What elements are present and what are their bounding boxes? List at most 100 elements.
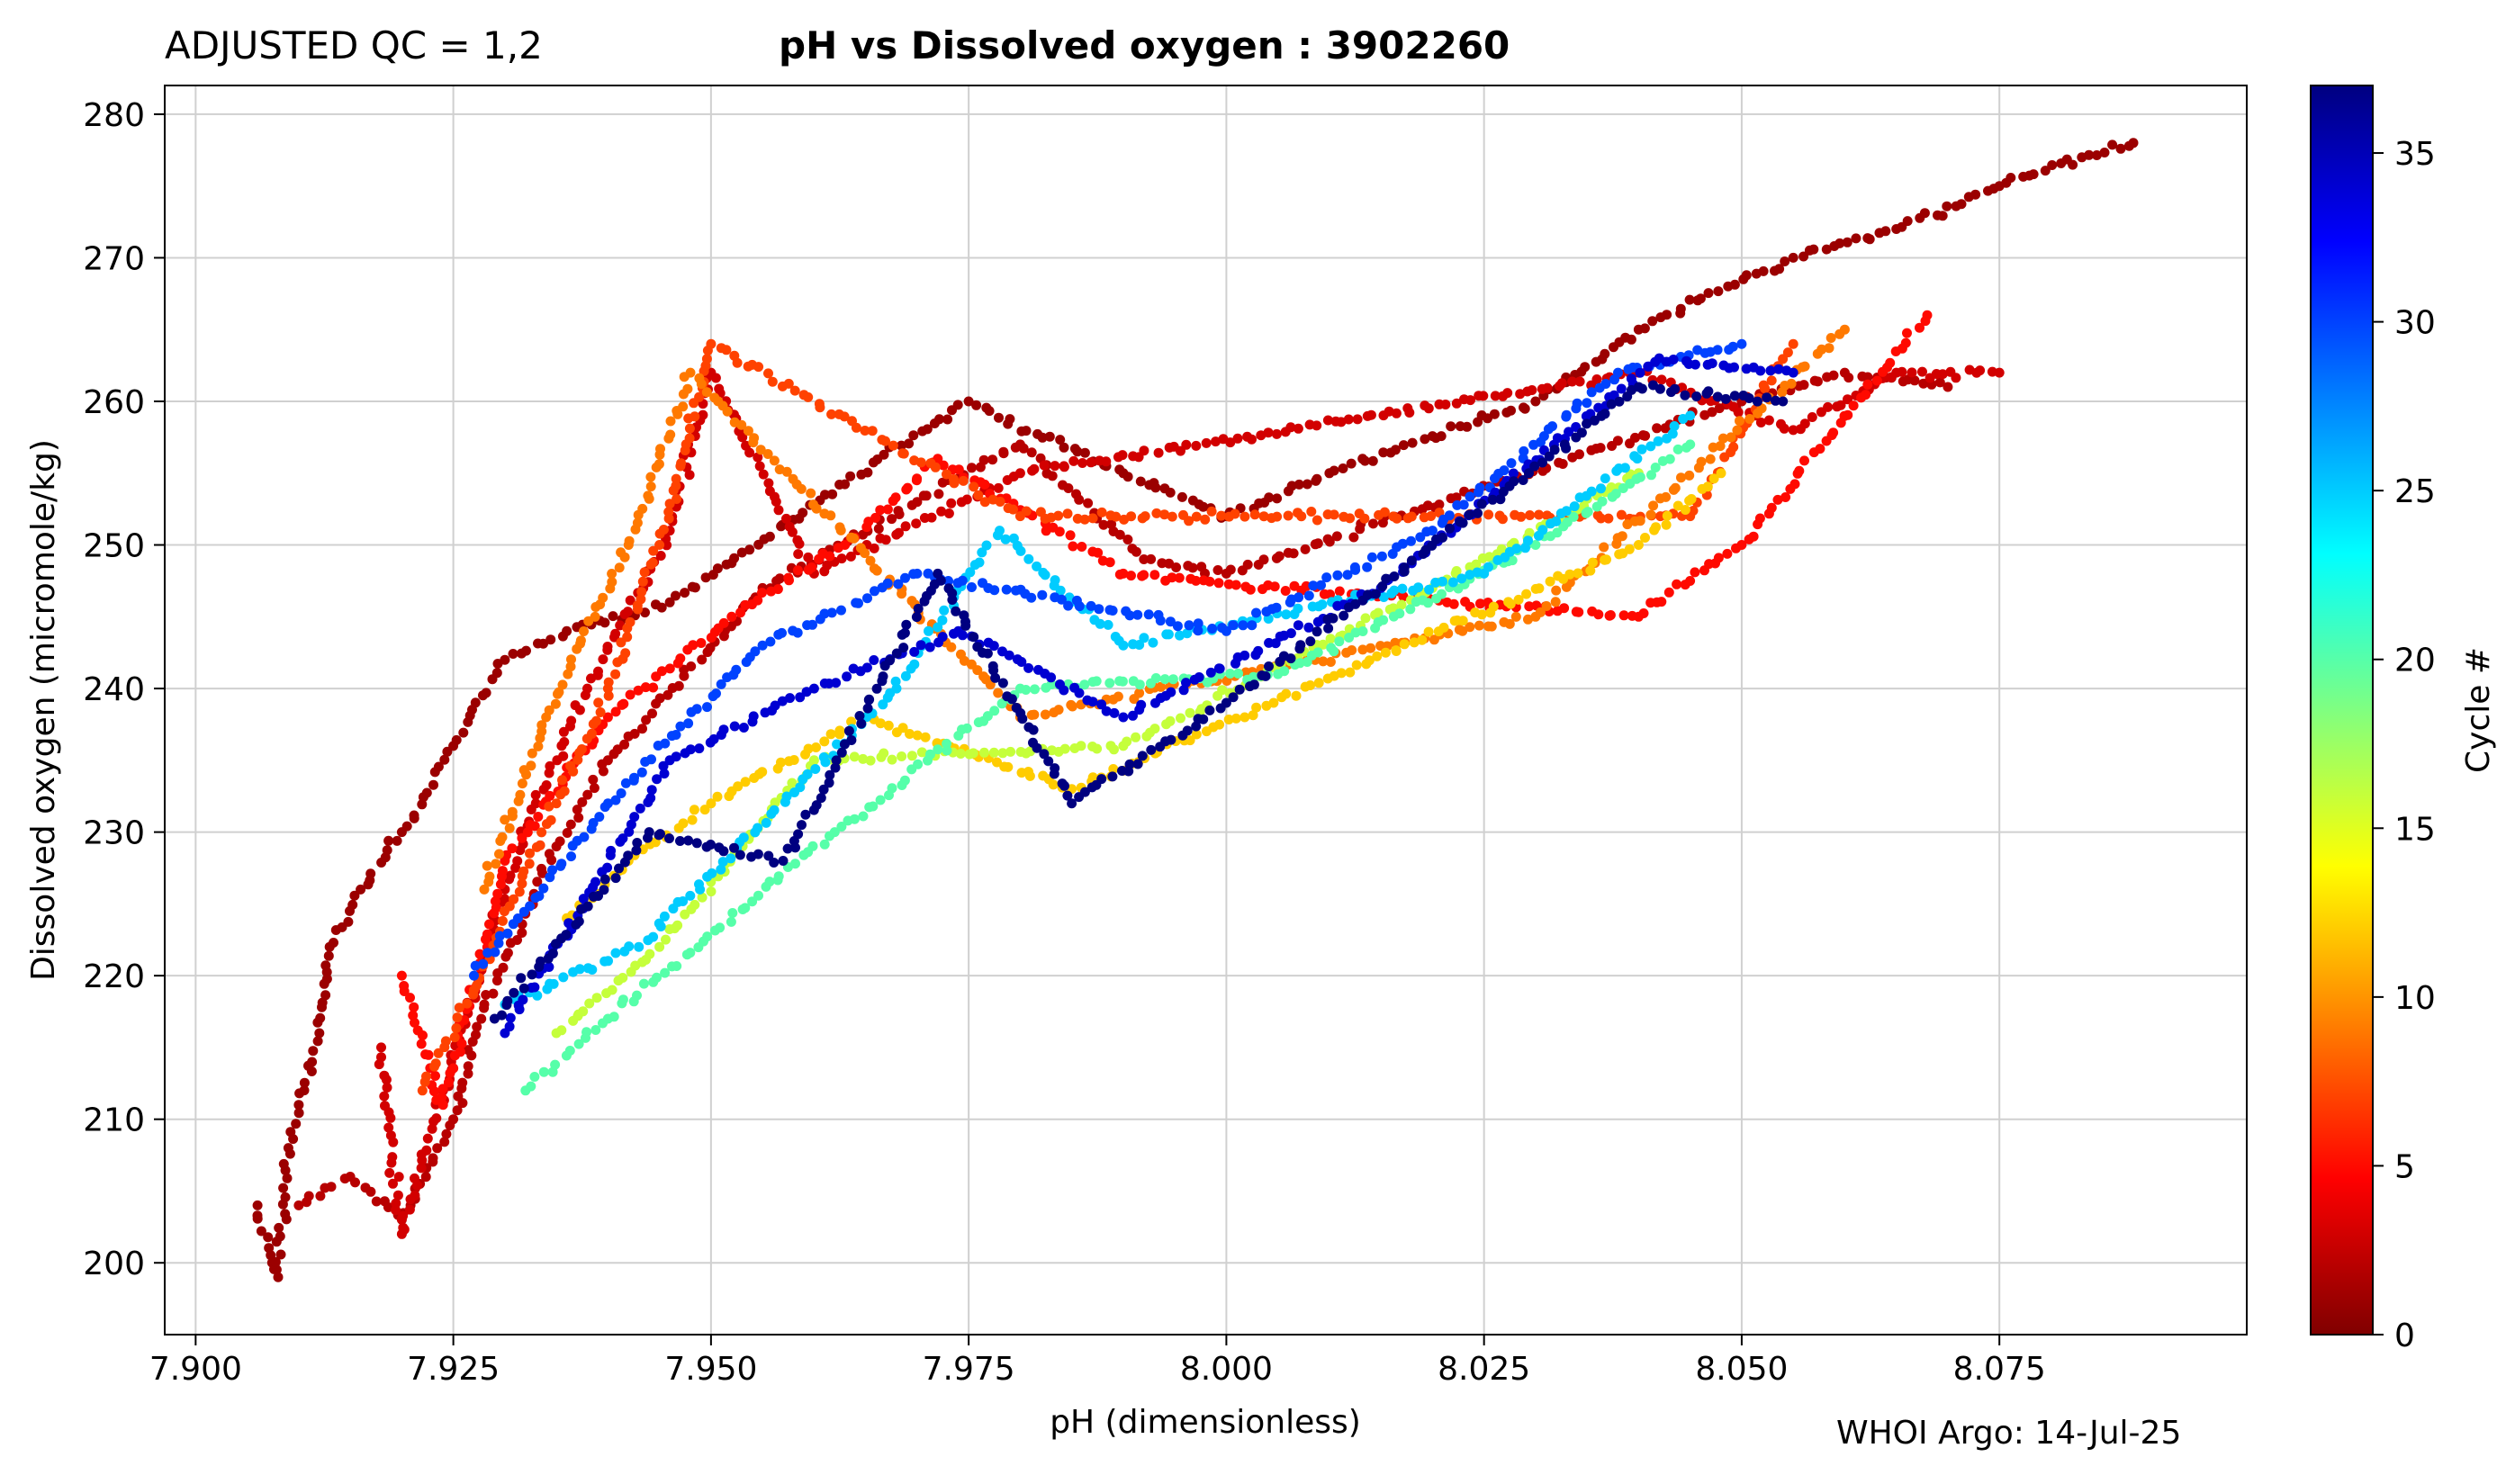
data-point <box>525 901 536 912</box>
data-point <box>1167 511 1177 522</box>
data-point <box>1289 580 1300 591</box>
data-point <box>566 851 576 862</box>
data-point <box>1552 433 1563 444</box>
data-point <box>312 1036 323 1047</box>
data-point <box>1198 501 1209 512</box>
data-point <box>808 683 819 694</box>
data-point <box>526 760 536 771</box>
data-point <box>654 540 665 550</box>
data-point <box>1652 423 1663 434</box>
data-point <box>1104 557 1115 568</box>
data-point <box>671 590 681 601</box>
data-point <box>582 789 593 800</box>
data-point <box>1599 542 1609 553</box>
data-point <box>1350 598 1361 609</box>
data-point <box>1851 233 1861 244</box>
data-point <box>1937 369 1948 380</box>
y-tick-label: 200 <box>83 1246 145 1282</box>
x-tick-label: 8.000 <box>1180 1351 1273 1388</box>
data-point <box>488 988 499 999</box>
data-point <box>1812 376 1823 387</box>
data-point <box>1574 449 1584 460</box>
data-point <box>271 1264 282 1275</box>
data-point <box>365 868 376 879</box>
data-point <box>694 391 705 402</box>
data-point <box>622 632 633 643</box>
data-point <box>273 1272 284 1282</box>
data-point <box>428 1086 439 1097</box>
data-point <box>1037 432 1048 443</box>
data-point <box>1495 494 1506 505</box>
data-point <box>1478 391 1489 401</box>
data-point <box>614 562 625 573</box>
data-point <box>732 357 743 368</box>
data-point <box>1092 743 1103 754</box>
data-point <box>1690 567 1700 578</box>
data-point <box>1511 544 1522 554</box>
data-point <box>1518 475 1528 485</box>
data-point <box>1182 725 1193 736</box>
data-point <box>1505 598 1516 609</box>
data-point <box>1934 377 1945 388</box>
data-point <box>1204 576 1215 587</box>
data-point <box>1568 511 1579 522</box>
data-point <box>1079 514 1090 525</box>
data-point <box>1368 518 1378 529</box>
data-point <box>573 1039 584 1049</box>
data-point <box>1656 597 1667 607</box>
data-point <box>973 490 984 500</box>
data-point <box>1537 525 1548 535</box>
data-point <box>1024 770 1035 781</box>
data-point <box>1392 513 1402 524</box>
data-point <box>836 605 846 616</box>
data-point <box>753 362 764 373</box>
data-point <box>952 400 963 410</box>
data-point <box>420 1172 431 1183</box>
data-point <box>1234 684 1245 695</box>
data-point <box>1059 442 1069 453</box>
data-point <box>1059 462 1069 472</box>
data-point <box>1516 511 1527 522</box>
data-point <box>636 587 647 598</box>
data-point <box>706 886 717 897</box>
colorbar <box>2310 85 2374 1336</box>
data-point <box>1489 409 1500 419</box>
data-point <box>563 918 574 929</box>
data-point <box>384 1167 395 1178</box>
data-point <box>463 1061 473 1072</box>
data-point <box>793 549 804 560</box>
data-point <box>1703 386 1714 397</box>
data-point <box>1137 751 1148 761</box>
data-point <box>655 829 665 840</box>
data-points <box>252 138 2139 1282</box>
x-tick-label: 8.025 <box>1438 1351 1530 1388</box>
data-point <box>1185 735 1195 746</box>
data-point <box>869 543 879 553</box>
data-point <box>1600 409 1610 419</box>
data-point <box>1377 581 1388 591</box>
data-point <box>942 469 951 480</box>
data-point <box>1635 516 1645 526</box>
data-point <box>631 845 642 856</box>
data-point <box>545 814 556 825</box>
data-point <box>502 928 513 939</box>
data-point <box>1524 468 1534 479</box>
data-point <box>516 973 527 984</box>
data-point <box>455 1047 465 1057</box>
data-point <box>888 440 898 451</box>
data-point <box>1334 586 1345 597</box>
data-point <box>1010 442 1021 453</box>
data-point <box>1096 507 1107 517</box>
data-point <box>1238 620 1248 631</box>
data-point <box>1771 395 1780 406</box>
data-point <box>428 779 438 790</box>
data-point <box>1519 403 1530 414</box>
data-point <box>590 611 600 622</box>
data-point <box>1446 421 1456 432</box>
data-point <box>1114 529 1125 540</box>
data-point <box>1096 774 1107 785</box>
data-point <box>825 729 836 740</box>
data-point <box>862 703 873 714</box>
data-point <box>930 462 941 472</box>
data-point <box>607 985 617 995</box>
